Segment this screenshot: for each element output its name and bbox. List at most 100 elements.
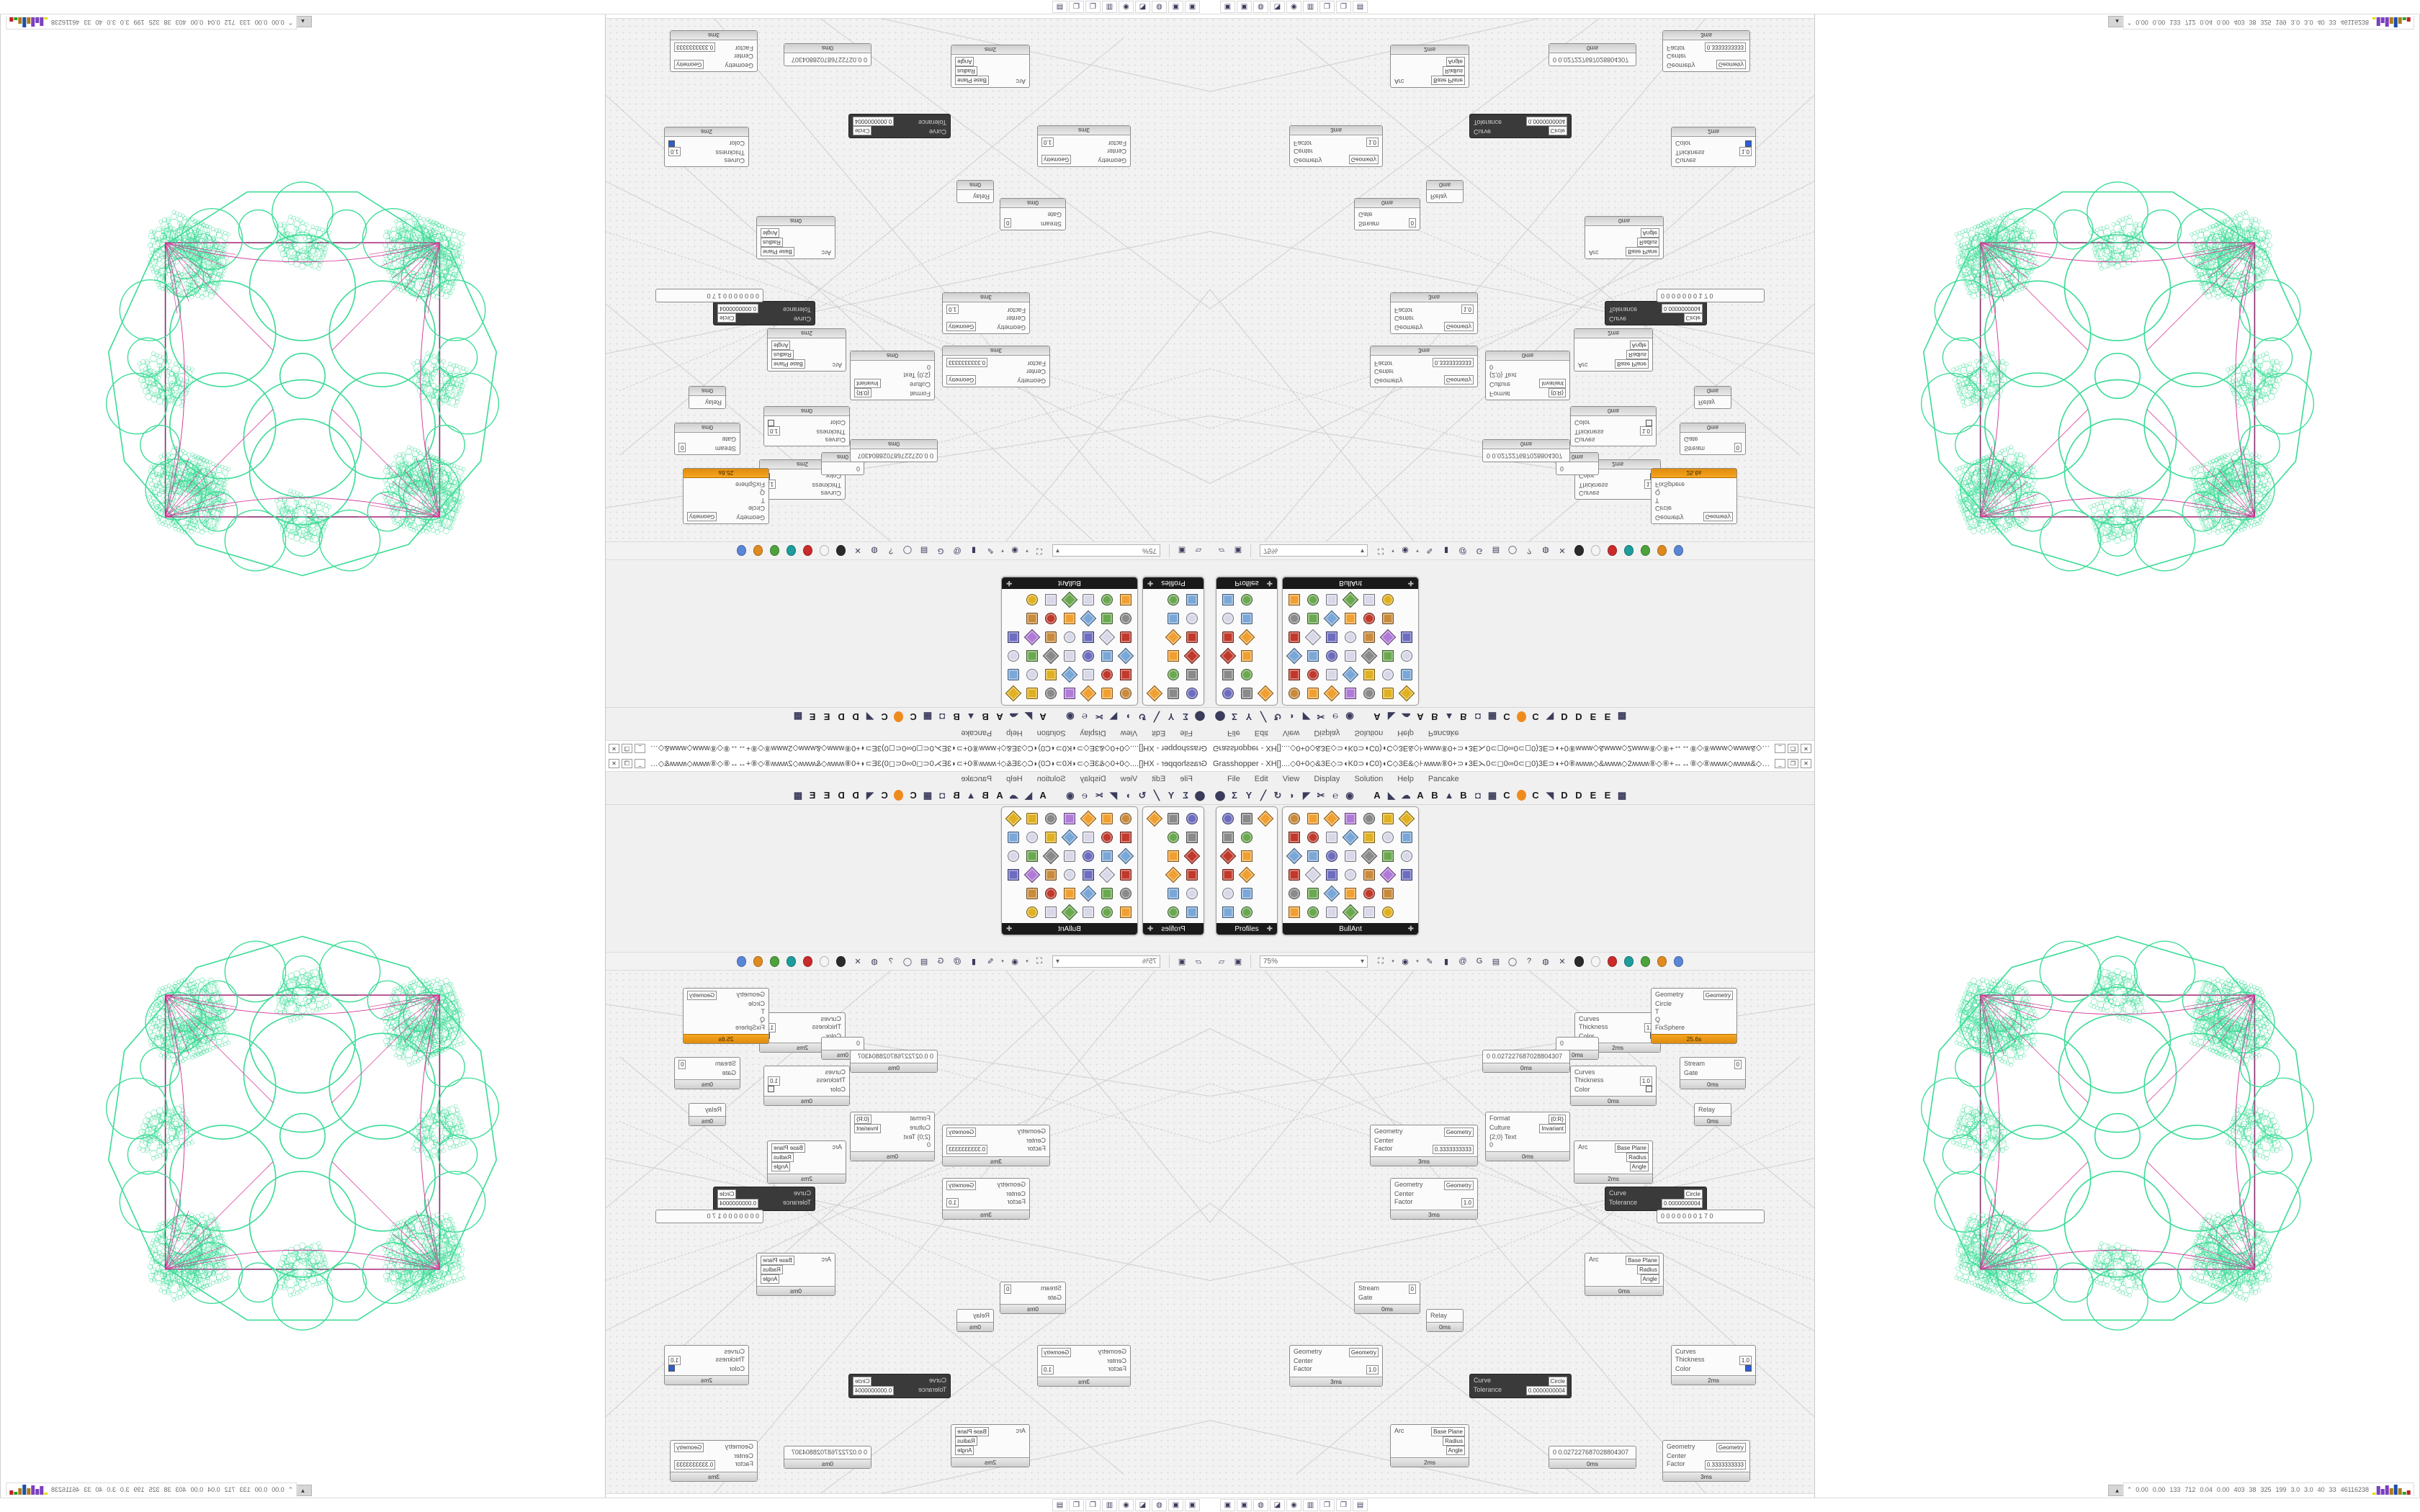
preview-eye-icon[interactable]: ◉ [1011, 957, 1018, 966]
caret1[interactable]: ▾ [1392, 548, 1394, 553]
blue-drop-icon[interactable] [1671, 544, 1685, 558]
caret2[interactable]: ▾ [1416, 548, 1419, 553]
relay-component[interactable]: Relay 0ms [689, 386, 726, 409]
scale-component-d[interactable]: Geometry Geometry Center Factor 0.3333333333… [670, 1440, 758, 1482]
truss-icon[interactable] [1042, 666, 1059, 683]
panel-component-2[interactable]: 0 0.027227687028804307 0ms [784, 43, 871, 66]
paint-icon[interactable]: ✎ [1426, 546, 1433, 555]
caret1[interactable]: ▾ [1026, 548, 1028, 553]
palette-expand-icon[interactable]: ✚ [1266, 924, 1273, 933]
node-grid-icon[interactable] [1098, 810, 1116, 827]
fixsphere-component[interactable]: Geometry Geometry Circle T Q FixSphere 25.6s [683, 468, 769, 524]
search-icon[interactable]: ◯ [1507, 957, 1518, 966]
open-folder-icon[interactable]: ▱ [1195, 546, 1202, 555]
relay-component[interactable]: Relay 0ms [1694, 386, 1731, 409]
polyline-icon[interactable] [1323, 647, 1340, 665]
eye-icon[interactable]: ◉ [1345, 789, 1354, 801]
B[interactable]: B [1460, 790, 1467, 801]
matrix-icon[interactable]: ▩ [1617, 789, 1627, 801]
panel-component[interactable]: 0 0.027227687028804307 0ms [1482, 1050, 1570, 1073]
arc-component[interactable]: Arc Base Plane Radius Angle 2ms [1574, 1140, 1653, 1184]
scale-component-c[interactable]: Geometry Geometry Center Factor 1.0 3ms [1037, 125, 1131, 167]
sigma-icon[interactable]: Σ [1183, 711, 1188, 722]
menu-pancake[interactable]: Pancake [961, 729, 992, 737]
solid-icon[interactable] [1286, 685, 1303, 702]
upsilon-icon[interactable]: Y [1168, 790, 1175, 801]
grid-icon[interactable]: ▦ [1487, 789, 1497, 801]
gha-icon[interactable]: G [1476, 957, 1483, 966]
at-icon[interactable]: @ [1458, 546, 1467, 555]
surface-frame-icon[interactable] [1023, 810, 1041, 827]
zoom-dropdown-caret[interactable]: ▾ [1056, 957, 1060, 966]
surface-frame-icon[interactable] [1379, 685, 1397, 702]
arc-component-3[interactable]: Arc Base Plane Radius Angle 2ms [951, 1424, 1030, 1467]
solid-icon[interactable] [1117, 810, 1134, 827]
cluster-icon[interactable]: ✕ [1559, 546, 1566, 555]
scale-component-b[interactable]: Geometry Geometry Center Factor 1.0 3ms [1390, 292, 1478, 334]
paint-icon[interactable]: ✎ [987, 546, 994, 555]
list-map3-icon[interactable] [1061, 904, 1078, 921]
fillet-icon[interactable] [1257, 685, 1274, 702]
frame-node-icon[interactable] [1361, 866, 1378, 883]
solid2-icon[interactable] [1286, 885, 1303, 902]
B[interactable]: B [982, 711, 989, 722]
stream-gate-component[interactable]: Stream 0 Gate 0ms [1680, 423, 1746, 455]
black-drop-icon[interactable] [834, 544, 848, 558]
palette-expand-icon[interactable]: ✚ [1006, 924, 1013, 933]
D[interactable]: D [838, 711, 845, 722]
polyline-icon[interactable] [1323, 847, 1340, 865]
tooth-icon[interactable]: ◘ [1475, 790, 1481, 801]
cube-icon[interactable] [1098, 647, 1116, 665]
curve-tolerance-component-2[interactable]: Curve Circle Tolerance 0.0000000004 [848, 114, 951, 138]
tooth-icon[interactable]: ◘ [939, 711, 945, 722]
black-drop-icon[interactable] [834, 954, 848, 968]
branch-icon[interactable] [1323, 810, 1340, 827]
gradient-icon[interactable] [1379, 591, 1397, 608]
brush-surface-icon[interactable] [1304, 666, 1322, 683]
polyline3-icon[interactable] [1061, 885, 1078, 902]
screen-icon[interactable]: ▣ [1185, 1, 1200, 13]
cube2-icon[interactable] [1005, 866, 1022, 883]
list-map3-icon[interactable] [1342, 904, 1359, 921]
scale-component-c[interactable]: Geometry Geometry Center Factor 1.0 3ms [1289, 125, 1383, 167]
upsilon-icon[interactable]: Y [1245, 711, 1252, 722]
flag-icon[interactable]: ◤ [1110, 789, 1117, 801]
floppy-icon[interactable]: ▣ [1237, 1499, 1252, 1511]
paint-icon[interactable]: ✎ [1426, 957, 1433, 966]
menu-display[interactable]: Display [1314, 729, 1340, 737]
menu-help[interactable]: Help [1397, 729, 1414, 737]
gha-icon[interactable]: G [937, 957, 944, 966]
i-section2-icon[interactable] [1219, 629, 1237, 646]
open-folder-icon[interactable]: ▱ [1218, 957, 1225, 966]
joint2-icon[interactable] [1304, 610, 1322, 627]
truss2-icon[interactable] [1042, 647, 1059, 665]
flame-icon[interactable]: ◍ [1253, 1499, 1268, 1511]
scissors-icon[interactable]: ✂ [1317, 711, 1325, 723]
i-beam-hole-icon[interactable] [1183, 666, 1201, 683]
hook-icon[interactable]: ℮ [1082, 790, 1088, 801]
surface-map-icon[interactable] [1005, 847, 1022, 865]
at-icon[interactable]: @ [953, 546, 962, 555]
mountain-icon[interactable]: ▲ [966, 790, 976, 801]
photo-icon[interactable]: ◪ [1135, 1499, 1150, 1511]
slider-component[interactable]: 0 0 0 0 0 0 0 1 7 0 [1657, 289, 1765, 302]
format-component[interactable]: Format {0:R} Culture Invariant {2;0} Text 0 0m… [850, 1112, 935, 1161]
node-grid-icon[interactable] [1304, 685, 1322, 702]
caret2[interactable]: ▾ [1416, 959, 1419, 964]
menu-help[interactable]: Help [1397, 775, 1414, 783]
arc-component-2[interactable]: Arc Base Plane Radius Angle 0ms [756, 216, 835, 259]
caret2[interactable]: ▾ [1001, 548, 1004, 553]
zoom-level-field[interactable]: 75% ▾ [1052, 955, 1160, 968]
close-button[interactable]: ✕ [609, 759, 619, 768]
teal-drop-icon[interactable] [1621, 544, 1636, 558]
menu-file[interactable]: File [1227, 729, 1240, 737]
green-drop-icon[interactable] [1638, 954, 1652, 968]
C[interactable]: C [1532, 790, 1539, 801]
upsilon-icon[interactable]: Y [1168, 711, 1175, 722]
copy2-icon[interactable]: ❐ [1085, 1499, 1101, 1511]
curve-tolerance-component[interactable]: Curve Circle Tolerance 0.0000000004 [713, 1187, 815, 1211]
square-tube-icon[interactable] [1165, 847, 1182, 865]
ball-icon[interactable] [1117, 866, 1134, 883]
i-beam-hole-icon[interactable] [1219, 829, 1237, 846]
list-map2-icon[interactable] [1323, 885, 1340, 902]
